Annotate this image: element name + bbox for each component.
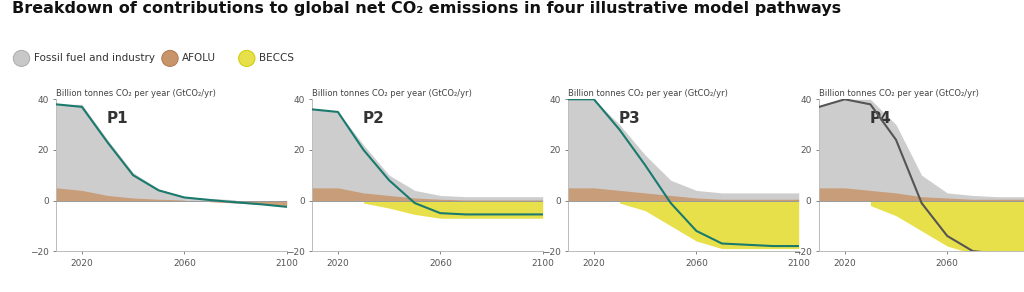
Text: AFOLU: AFOLU — [182, 53, 216, 63]
Text: P3: P3 — [618, 112, 641, 126]
Text: BECCS: BECCS — [259, 53, 294, 63]
Text: Billion tonnes CO₂ per year (GtCO₂/yr): Billion tonnes CO₂ per year (GtCO₂/yr) — [56, 89, 216, 98]
Text: P4: P4 — [870, 112, 892, 126]
Text: Billion tonnes CO₂ per year (GtCO₂/yr): Billion tonnes CO₂ per year (GtCO₂/yr) — [819, 89, 979, 98]
Text: P2: P2 — [362, 112, 385, 126]
Text: P1: P1 — [108, 112, 129, 126]
Text: Billion tonnes CO₂ per year (GtCO₂/yr): Billion tonnes CO₂ per year (GtCO₂/yr) — [568, 89, 728, 98]
Text: Billion tonnes CO₂ per year (GtCO₂/yr): Billion tonnes CO₂ per year (GtCO₂/yr) — [312, 89, 472, 98]
Text: Fossil fuel and industry: Fossil fuel and industry — [34, 53, 155, 63]
Text: Breakdown of contributions to global net CO₂ emissions in four illustrative mode: Breakdown of contributions to global net… — [12, 1, 842, 16]
